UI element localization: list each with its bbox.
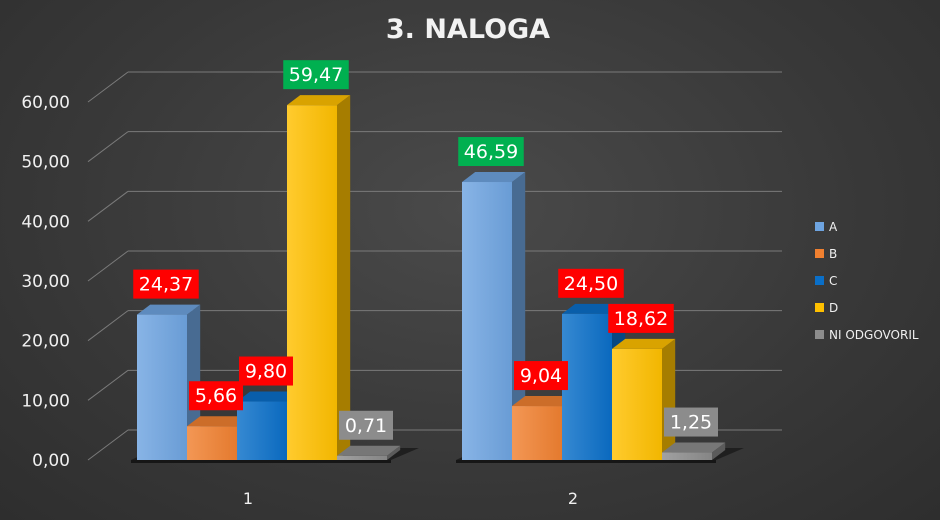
gridline-diagonal (87, 131, 129, 163)
data-label-bg (133, 269, 199, 299)
data-label: 59,47 (283, 60, 349, 90)
bar-side (662, 338, 676, 460)
legend-entry-b: B (815, 247, 837, 261)
y-tick-label: 10,00 (21, 391, 70, 411)
legend-entry-d: D (815, 301, 838, 315)
bar-top (287, 95, 351, 106)
bar-top (612, 338, 676, 349)
bar-front (287, 105, 337, 461)
legend-label: NI ODGOVORIL (829, 328, 919, 342)
data-label-bg (339, 410, 393, 440)
bar-side (387, 445, 401, 460)
data-label: 24,50 (558, 268, 624, 298)
bar-side (337, 95, 351, 461)
y-tick-label: 0,00 (32, 451, 70, 471)
legend-label: B (829, 247, 837, 261)
legend-label: A (829, 220, 838, 234)
bar-d-cat-1 (287, 95, 351, 461)
legend-swatch (815, 249, 824, 258)
bar-ni-odgovoril-cat-1 (337, 445, 401, 460)
y-tick-label: 60,00 (21, 93, 70, 113)
bar-top (462, 172, 526, 183)
bar-front (512, 406, 562, 460)
gridline-diagonal (87, 71, 129, 103)
bar-top (137, 304, 201, 315)
bar-front (462, 182, 512, 460)
data-label: 18,62 (608, 303, 674, 333)
legend-label: C (829, 274, 837, 288)
data-label-bg (558, 268, 624, 298)
gridline-diagonal (87, 250, 129, 282)
legend-swatch (815, 276, 824, 285)
bar-top (662, 442, 726, 453)
data-label: 24,37 (133, 269, 199, 299)
bar-top (337, 445, 401, 456)
data-label-bg (514, 361, 568, 391)
data-label: 9,80 (239, 356, 293, 386)
data-label-text: 24,50 (564, 273, 618, 295)
bar-d-cat-2 (612, 338, 676, 460)
bar-front (137, 314, 187, 460)
data-label-text: 46,59 (464, 141, 518, 163)
bar-front (612, 348, 662, 460)
data-label: 0,71 (339, 410, 393, 440)
bar-top (512, 396, 576, 407)
bar-side (712, 442, 726, 460)
data-label-text: 24,37 (139, 274, 193, 296)
legend-entry-ni-odgovoril: NI ODGOVORIL (815, 328, 919, 342)
data-label-text: 9,04 (520, 365, 562, 387)
bars (137, 95, 726, 461)
data-label-bg (239, 356, 293, 386)
data-label-bg (608, 303, 674, 333)
legend-swatch (815, 303, 824, 312)
floor-edge (456, 460, 716, 463)
data-label: 5,66 (189, 381, 243, 411)
data-label-bg (189, 381, 243, 411)
floor-edge (131, 460, 391, 463)
data-labels: 24,37 5,66 9,80 59,47 0,71 46,59 9,04 24,50 18,6… (133, 60, 718, 440)
y-tick-label: 20,00 (21, 332, 70, 352)
data-label-bg (664, 407, 718, 437)
data-label-text: 5,66 (195, 385, 237, 407)
data-label-text: 1,25 (670, 412, 712, 434)
data-label-text: 0,71 (345, 415, 387, 437)
gridline-diagonal (87, 190, 129, 222)
y-axis-ticks: 0,00 10,00 20,00 30,00 40,00 50,00 60,00 (21, 93, 70, 471)
bar-top (237, 391, 301, 402)
category-label: 1 (243, 489, 253, 508)
legend-label: D (829, 301, 838, 315)
chart-title: 3. NALOGA (386, 14, 550, 45)
y-tick-label: 40,00 (21, 212, 70, 232)
data-label-text: 18,62 (614, 308, 668, 330)
bar-front (237, 401, 287, 460)
legend-swatch (815, 330, 824, 339)
bar-ni-odgovoril-cat-2 (662, 442, 726, 460)
legend-swatch (815, 222, 824, 231)
bar-front (662, 452, 712, 460)
data-label-bg (458, 137, 524, 167)
gridline-diagonal (87, 429, 129, 461)
gridline-diagonal (87, 369, 129, 401)
data-label: 9,04 (514, 361, 568, 391)
legend-entry-c: C (815, 274, 837, 288)
bar-front (337, 455, 387, 460)
bar-top (187, 416, 251, 427)
data-label: 46,59 (458, 137, 524, 167)
data-label: 1,25 (664, 407, 718, 437)
data-label-text: 9,80 (245, 361, 287, 383)
legend-entry-a: A (815, 220, 838, 234)
data-label-text: 59,47 (289, 64, 343, 86)
category-label: 2 (568, 489, 578, 508)
data-label-bg (283, 60, 349, 90)
y-tick-label: 50,00 (21, 153, 70, 173)
bar-front (187, 426, 237, 460)
bar-front (562, 313, 612, 460)
gridline-diagonal (87, 310, 129, 342)
y-tick-label: 30,00 (21, 272, 70, 292)
